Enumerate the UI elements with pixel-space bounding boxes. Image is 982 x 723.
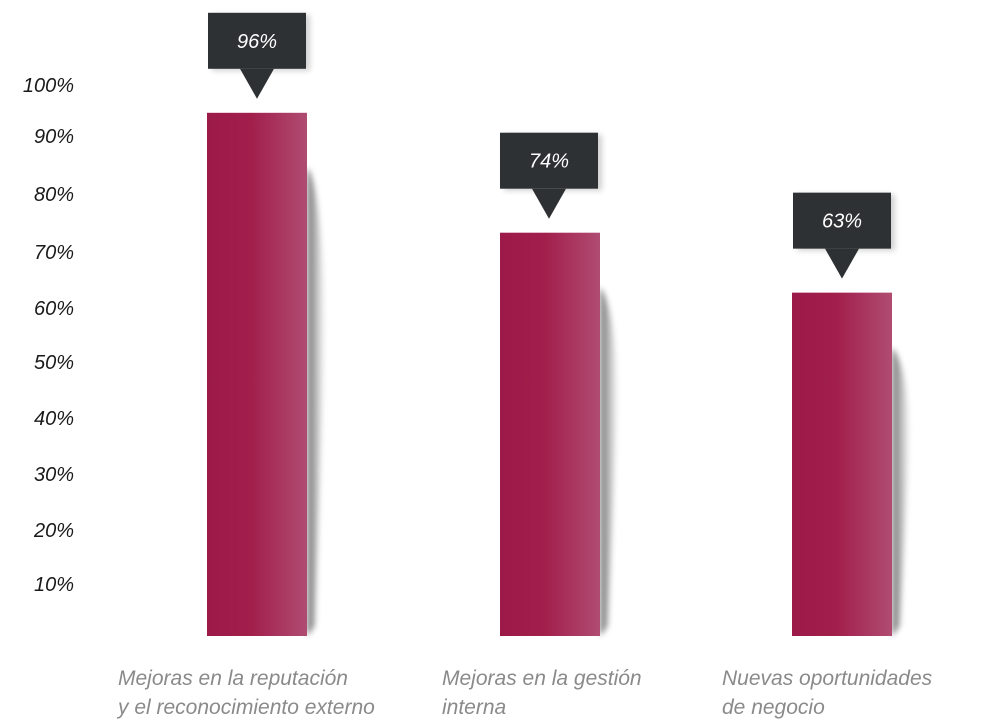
callout-box (208, 12, 306, 69)
bar-value-label: 96% (237, 31, 277, 53)
category-label-line: de negocio (722, 696, 825, 719)
y-tick-label: 40% (34, 408, 74, 430)
callout-box (793, 192, 891, 249)
bar-value-label: 63% (822, 211, 862, 233)
category-label-line: interna (442, 696, 507, 719)
y-axis: 10% 20% 30% 40% 50% 60% 70% 80% 90% 100% (23, 75, 74, 596)
category-label-line: Nuevas oportunidades (722, 667, 933, 690)
y-tick-label: 30% (34, 464, 74, 486)
category-label-line: Mejoras en la gestión (442, 667, 642, 690)
y-tick-label: 60% (34, 298, 74, 320)
bar (500, 232, 600, 636)
y-tick-label: 20% (33, 520, 74, 542)
category-label: Nuevas oportunidades de negocio (722, 664, 982, 722)
value-callout: 63% (793, 192, 895, 279)
bar-shadow (600, 287, 618, 636)
category-label: Mejoras en la gestión interna (442, 664, 762, 722)
callout-pointer (825, 248, 859, 279)
callout-box (500, 132, 598, 189)
y-tick-label: 90% (34, 126, 74, 148)
bar-value-label: 74% (529, 151, 569, 173)
category-label: Mejoras en la reputación y el reconocimie… (118, 664, 438, 722)
y-tick-label: 80% (34, 184, 74, 206)
bar-shadow (892, 347, 910, 636)
y-tick-label: 100% (23, 75, 74, 97)
bar (207, 112, 307, 637)
callout-pointer (240, 68, 274, 99)
category-label-line: y el reconocimiento externo (118, 696, 375, 719)
bar-shadow (307, 167, 325, 637)
value-callouts: 96% 74% 63% (208, 12, 895, 279)
y-tick-label: 10% (34, 574, 74, 596)
bars (207, 112, 910, 637)
y-tick-label: 50% (34, 352, 74, 374)
callout-pointer (532, 188, 566, 219)
bar (792, 292, 892, 636)
value-callout: 96% (208, 12, 310, 99)
value-callout: 74% (500, 132, 602, 219)
category-label-line: Mejoras en la reputación (118, 667, 348, 690)
y-tick-label: 70% (34, 242, 74, 264)
